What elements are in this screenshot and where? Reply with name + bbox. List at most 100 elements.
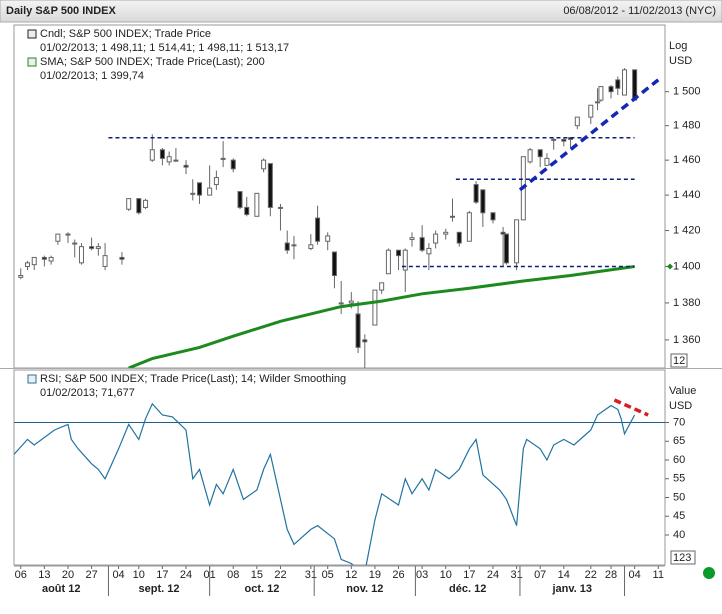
candle-body: [473, 184, 479, 203]
month-label: oct. 12: [244, 583, 279, 595]
candle-body: [615, 79, 621, 89]
candle-body: [24, 262, 30, 267]
candle-body: [409, 237, 415, 240]
legend-text: RSI; S&P 500 INDEX; Trade Price(Last); 1…: [40, 373, 346, 385]
candle-body: [608, 86, 614, 93]
candle-body: [166, 156, 172, 163]
last-value-marker: [667, 263, 673, 270]
badge-box: [670, 550, 696, 565]
x-tick-label: 11: [653, 569, 664, 581]
y-tick-label: 1 420: [673, 224, 701, 236]
header-range: 06/08/2012 - 11/02/2013 (NYC): [563, 5, 716, 17]
series-line: [14, 402, 636, 565]
candle-body: [244, 206, 250, 216]
price-panel: [13, 24, 666, 369]
x-tick-label: 31: [305, 569, 317, 581]
x-tick-label: 26: [392, 569, 404, 581]
y-tick-label: 70: [673, 416, 685, 428]
x-tick-label: 07: [534, 569, 546, 581]
x-tick-label: 20: [62, 569, 74, 581]
legend-text: Cndl; S&P 500 INDEX; Trade Price: [40, 28, 211, 40]
candle-body: [574, 116, 580, 127]
month-label: déc. 12: [449, 583, 486, 595]
x-tick-label: 04: [112, 569, 124, 581]
price-plot: [18, 68, 660, 368]
candle-body: [95, 246, 101, 249]
candle-body: [595, 101, 601, 104]
candle-body: [449, 215, 455, 218]
x-tick-label: 06: [15, 569, 27, 581]
candle-body: [419, 237, 425, 251]
candle-body: [598, 86, 604, 101]
x-tick-label: 28: [605, 569, 617, 581]
candle-body: [220, 157, 226, 160]
candle-body: [78, 246, 84, 264]
x-tick-label: 13: [38, 569, 50, 581]
x-tick-label: 22: [585, 569, 597, 581]
candle-body: [173, 159, 179, 162]
candle-body: [551, 138, 557, 141]
x-tick-label: 31: [510, 569, 522, 581]
legend-icon: [27, 29, 37, 39]
x-tick-label: 27: [85, 569, 97, 581]
y-tick-label: 1 500: [673, 86, 701, 98]
candle-body: [490, 212, 496, 221]
legend-text: SMA; S&P 500 INDEX; Trade Price(Last); 2…: [40, 56, 265, 68]
candle-body: [325, 235, 331, 242]
rsi-panel: [13, 369, 666, 566]
candle-body: [18, 275, 24, 278]
header-title: Daily S&P 500 INDEX: [6, 5, 117, 17]
header-bar: [0, 0, 722, 23]
candle-body: [254, 192, 260, 217]
candle-body: [527, 149, 533, 163]
x-tick-label: 17: [156, 569, 168, 581]
candle-body: [48, 256, 54, 262]
y-tick-label: 50: [673, 491, 685, 503]
candle-body: [102, 255, 108, 267]
axis-label: Value: [669, 385, 696, 397]
y-tick-label: 1 400: [673, 260, 701, 272]
y-tick-label: 40: [673, 529, 685, 541]
candle-body: [267, 163, 273, 208]
month-label: janv. 13: [551, 583, 592, 595]
axis-label: Log: [669, 40, 687, 52]
legend-icon: [27, 57, 37, 67]
candle-body: [291, 244, 297, 247]
x-tick-label: 04: [629, 569, 641, 581]
candle-body: [159, 149, 165, 159]
candle-body: [588, 104, 594, 118]
y-tick-label: 1 460: [673, 154, 701, 166]
candle-body: [355, 313, 361, 348]
x-tick-label: 19: [369, 569, 381, 581]
candle-body: [379, 282, 385, 291]
candle-body: [55, 233, 61, 242]
candle-body: [183, 164, 189, 168]
candle-body: [544, 157, 550, 166]
rsi-plot: [14, 398, 665, 565]
month-label: sept. 12: [139, 583, 180, 595]
candle-body: [385, 249, 391, 275]
candle-body: [65, 233, 71, 236]
month-label: août 12: [42, 583, 81, 595]
candle-body: [396, 249, 402, 257]
y-tick-label: 1 440: [673, 189, 701, 201]
candle-body: [207, 187, 213, 196]
axis-label: USD: [669, 400, 692, 412]
x-tick-label: 17: [463, 569, 475, 581]
badge: 12: [673, 355, 685, 367]
candle-body: [362, 339, 368, 343]
candle-body: [402, 249, 408, 271]
legend-text: 01/02/2013; 1 399,74: [40, 70, 144, 82]
candle-body: [456, 231, 462, 244]
x-tick-label: 14: [558, 569, 570, 581]
candle-body: [149, 149, 155, 161]
candle-body: [284, 242, 290, 251]
y-tick-label: 1 380: [673, 297, 701, 309]
candle-body: [372, 289, 378, 326]
candle-body: [136, 198, 142, 214]
axis-label: USD: [669, 55, 692, 67]
candle-body: [331, 251, 337, 277]
candle-body: [230, 159, 236, 170]
x-tick-label: 05: [322, 569, 334, 581]
